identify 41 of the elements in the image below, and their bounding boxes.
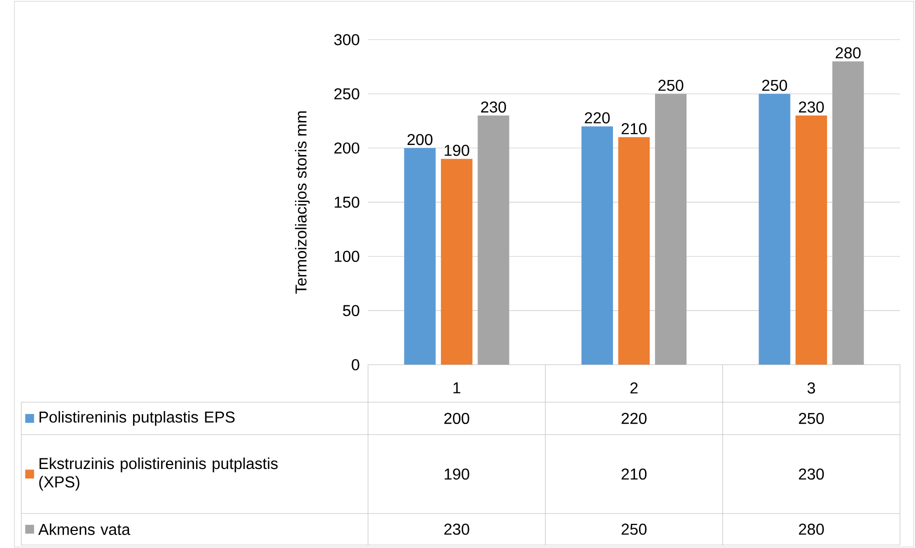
text: 250	[762, 80, 788, 91]
bar	[758, 94, 790, 365]
bar	[440, 158, 472, 365]
data-label: 280	[798, 524, 824, 535]
text: 200	[408, 134, 432, 146]
legend-label: Polistireninis putplastis EPS	[40, 410, 235, 426]
y-axis-title: Termoizoliacijos storis mm	[295, 111, 310, 294]
legend-label: Akmens vata	[38, 523, 130, 535]
text: 220	[584, 112, 610, 124]
data-label: 200	[444, 412, 470, 424]
x-tick-label: 2	[630, 382, 638, 394]
y-tick-label: 250	[334, 88, 360, 100]
y-tick-label: 100	[334, 250, 360, 262]
x-tick-label: 1	[453, 382, 460, 394]
x-tick-label: 3	[808, 382, 815, 394]
text: 230	[798, 101, 824, 112]
bar	[404, 148, 436, 365]
bar	[478, 115, 510, 365]
y-tick-label: 0	[352, 359, 360, 370]
bar	[618, 137, 650, 365]
text: 190	[444, 144, 470, 156]
data-label: 230	[798, 468, 824, 480]
bar	[832, 61, 864, 365]
bar	[581, 126, 613, 365]
data-label: 230	[444, 524, 470, 535]
text: 230	[481, 101, 506, 112]
y-tick-label: 50	[342, 304, 360, 316]
y-tick-label: 300	[334, 34, 360, 46]
y-tick-label: 200	[334, 142, 360, 154]
data-label: 250	[798, 412, 824, 424]
text: 210	[622, 123, 647, 134]
y-tick-label: 150	[334, 196, 360, 208]
data-label: 220	[622, 412, 647, 424]
data-label: 190	[444, 468, 470, 480]
text: 250	[658, 80, 684, 91]
data-label: 210	[622, 468, 647, 480]
bar	[796, 115, 828, 365]
legend-label: Ekstruzinis polistireninis putplastis (XPS)	[39, 457, 278, 490]
data-label: 250	[622, 524, 647, 535]
bar	[655, 94, 687, 365]
text: 280	[836, 47, 861, 58]
